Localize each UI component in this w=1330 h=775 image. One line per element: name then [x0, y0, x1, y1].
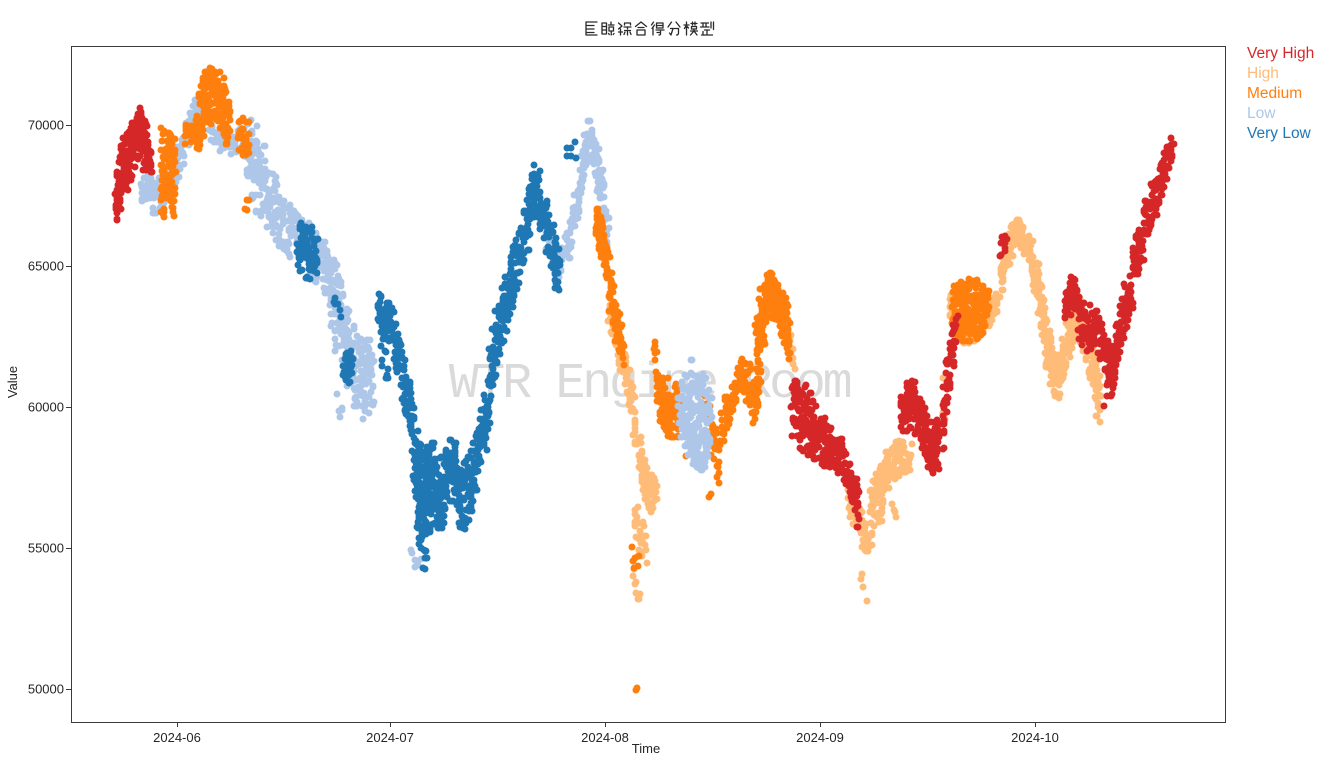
- svg-text:2024-09: 2024-09: [796, 730, 844, 745]
- svg-text:High: High: [1247, 65, 1279, 82]
- svg-text:2024-07: 2024-07: [366, 730, 414, 745]
- svg-text:2024-10: 2024-10: [1011, 730, 1059, 745]
- svg-text:70000: 70000: [28, 118, 64, 133]
- svg-text:Very Low: Very Low: [1247, 125, 1312, 142]
- svg-text:Medium: Medium: [1247, 85, 1302, 102]
- svg-text:Low: Low: [1247, 105, 1276, 122]
- svg-text:65000: 65000: [28, 259, 64, 274]
- svg-text:WTR Engine Room: WTR Engine Room: [449, 356, 851, 413]
- svg-text:Time: Time: [632, 741, 660, 756]
- svg-text:2024-08: 2024-08: [581, 730, 629, 745]
- svg-text:Very High: Very High: [1247, 45, 1314, 62]
- svg-text:Value: Value: [5, 366, 20, 398]
- svg-text:55000: 55000: [28, 541, 64, 556]
- svg-text:2024-06: 2024-06: [153, 730, 201, 745]
- svg-text:60000: 60000: [28, 400, 64, 415]
- svg-text:50000: 50000: [28, 682, 64, 697]
